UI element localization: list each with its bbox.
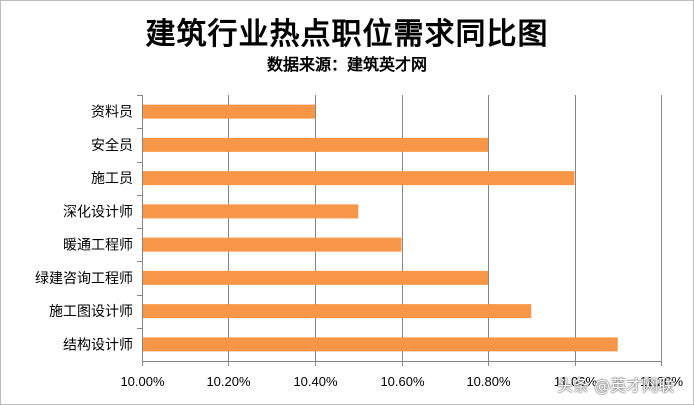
- bar: [143, 337, 618, 352]
- x-tick-label: 11.00%: [554, 374, 598, 389]
- bar: [143, 304, 532, 319]
- category-label: 安全员: [91, 137, 133, 154]
- category-label: 施工员: [91, 171, 133, 187]
- category-label: 暖通工程师: [63, 238, 133, 254]
- category-label: 施工图设计师: [49, 304, 133, 320]
- category-label: 结构设计师: [63, 337, 133, 353]
- x-tick-label: 10.00%: [120, 374, 165, 389]
- bar: [143, 171, 575, 186]
- bar: [143, 137, 488, 152]
- x-tick-label: 10.20%: [206, 374, 251, 389]
- x-tick-label: 10.40%: [293, 374, 338, 389]
- chart-subtitle: 数据来源：建筑英才网: [266, 55, 427, 74]
- x-tick-label: 10.60%: [380, 374, 425, 389]
- category-label: 资料员: [91, 105, 133, 121]
- bar: [143, 270, 488, 285]
- bar: [143, 104, 315, 119]
- category-label: 深化设计师: [63, 204, 133, 220]
- bar: [143, 237, 402, 252]
- x-tick-label: 10.80%: [466, 374, 511, 389]
- bar: [143, 204, 359, 219]
- chart-title: 建筑行业热点职位需求同比图: [145, 17, 549, 52]
- watermark: 头条 @英才网联: [557, 376, 675, 395]
- x-tick-label: 11.20%: [640, 374, 684, 389]
- category-label: 绿建咨询工程师: [35, 271, 133, 287]
